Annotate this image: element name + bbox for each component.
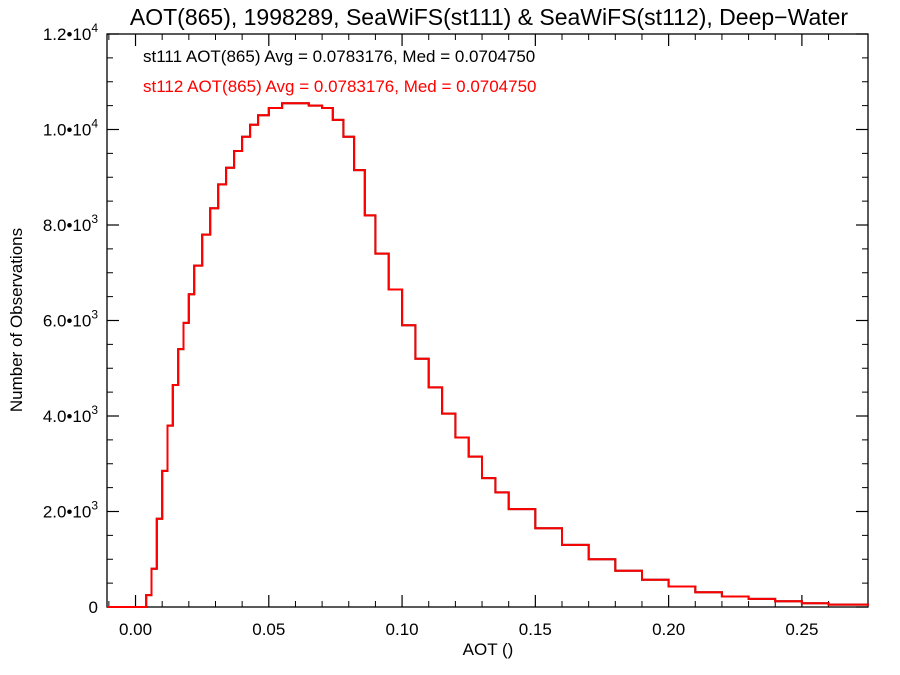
y-axis-label: Number of Observations (7, 228, 26, 412)
y-tick-label: 6.0•103 (43, 308, 99, 331)
x-tick-label: 0.25 (785, 620, 818, 639)
x-tick-label: 0.00 (119, 620, 152, 639)
x-tick-label: 0.20 (652, 620, 685, 639)
y-tick-label: 1.2•104 (43, 21, 99, 44)
y-tick-label: 8.0•103 (43, 212, 99, 235)
x-tick-label: 0.15 (519, 620, 552, 639)
chart-title: AOT(865), 1998289, SeaWiFS(st111) & SeaW… (130, 4, 849, 30)
x-axis-label: AOT () (463, 640, 514, 659)
y-tick-label: 0 (89, 598, 98, 617)
series-line-st112 (107, 102, 869, 608)
plot-frame (106, 33, 869, 608)
series-line-st111 (107, 102, 869, 608)
x-tick-label: 0.05 (252, 620, 285, 639)
series-annotation-st111: st111 AOT(865) Avg = 0.0783176, Med = 0.… (143, 47, 535, 66)
y-tick-label: 4.0•103 (43, 403, 99, 426)
y-tick-label: 1.0•104 (43, 117, 99, 140)
series-annotation-st112: st112 AOT(865) Avg = 0.0783176, Med = 0.… (143, 77, 537, 96)
y-tick-label: 2.0•103 (43, 499, 99, 522)
x-tick-label: 0.10 (386, 620, 419, 639)
